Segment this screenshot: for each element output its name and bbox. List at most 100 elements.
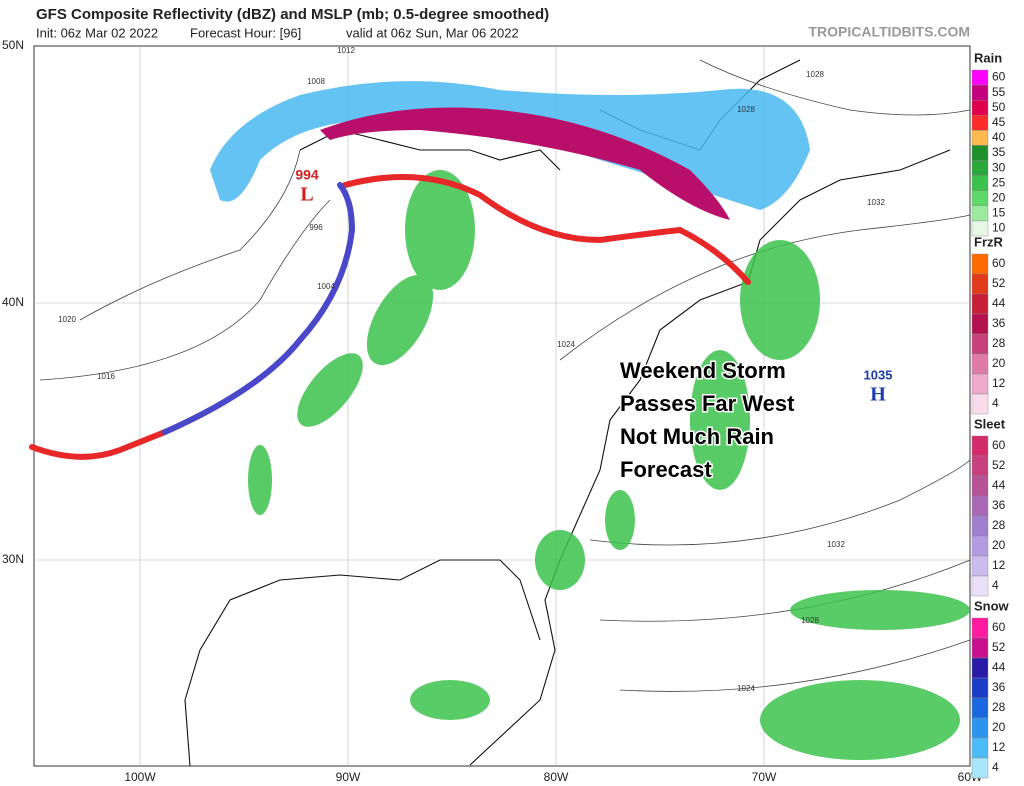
legend-title: Snow [974,598,1010,613]
legend-level: 4 [992,578,999,592]
legend-level: 12 [992,558,1006,572]
legend-swatch [971,293,989,315]
grid-lines [34,46,970,766]
legend-level: 52 [992,276,1006,290]
legend-level: 15 [992,206,1006,220]
map [29,45,971,767]
legend-swatch [971,313,989,335]
legend-level: 45 [992,115,1006,129]
legend-swatch [971,273,989,295]
legend-level: 60 [992,620,1006,634]
legend-level: 12 [992,376,1006,390]
fronts [29,174,751,460]
legend-swatch [971,515,989,537]
forecast-hour: Forecast Hour: [96] [190,25,301,40]
legend-level: 60 [992,256,1006,270]
isobar-label: 1020 [58,315,76,324]
isobars [39,59,971,692]
isobar-label: 1004 [317,282,335,291]
legend-level: 36 [992,680,1006,694]
legend-level: 50 [992,100,1006,114]
source: TROPICALTIDBITS.COM [808,24,970,40]
legend-level: 60 [992,438,1006,452]
annotation-line: Weekend Storm [620,358,786,383]
legend-swatch [971,455,989,477]
isobar-label: 1008 [307,77,325,86]
legend-level: 44 [992,296,1006,310]
latitude-label: 40N [2,295,24,309]
legend-swatch [971,220,989,237]
legend-level: 35 [992,145,1006,159]
longitude-label: 70W [752,770,777,784]
legend-title: FrzR [974,234,1004,249]
legend-level: 4 [992,396,999,410]
annotation-line: Passes Far West [620,391,795,416]
legend-swatch [971,717,989,739]
longitude-label: 100W [124,770,156,784]
legend-swatch [971,393,989,415]
legend-level: 40 [992,130,1006,144]
map-frame [33,45,971,767]
valid-time: valid at 06z Sun, Mar 06 2022 [346,25,519,40]
legend-level: 30 [992,160,1006,174]
legend-level: 55 [992,85,1006,99]
legend-swatch [971,657,989,679]
legend-swatch [971,535,989,557]
legend-swatch [971,205,989,222]
legend-swatch [971,69,989,86]
legend-title: Sleet [974,416,1006,431]
legend-swatch [971,145,989,161]
legend-level: 10 [992,221,1006,235]
legend-swatch [971,637,989,659]
legend-level: 20 [992,720,1006,734]
title: GFS Composite Reflectivity (dBZ) and MSL… [36,6,549,23]
legend-swatch [971,253,989,275]
legend-level: 28 [992,336,1006,350]
legend-swatch [971,697,989,719]
legend-swatch [971,99,989,116]
legend-swatch [971,84,989,101]
legend-level: 44 [992,478,1006,492]
pressure-value: 1035 [864,367,893,382]
longitude-label: 80W [544,770,569,784]
legend-level: 52 [992,640,1006,654]
isobar-label: 1024 [737,684,755,693]
isobar-label: 1028 [806,70,824,79]
isobar-label: 1028 [737,105,755,114]
legend-level: 25 [992,175,1006,189]
legend-level: 60 [992,70,1006,84]
isobar-label: 1016 [97,372,115,381]
longitude-label: 90W [336,770,361,784]
legend-swatch [971,737,989,759]
isobar-label: 1032 [867,198,885,207]
legend-swatch [971,757,989,779]
isobar-label: 996 [309,223,323,232]
legend-swatch [971,160,989,176]
isobar-label: 1032 [827,540,845,549]
legend-title: Rain [974,50,1002,65]
legend-level: 28 [992,700,1006,714]
init: Init: 06z Mar 02 2022 [36,25,158,40]
legend-swatch [971,130,989,146]
legend-swatch [971,617,989,639]
legend-level: 20 [992,190,1006,204]
annotation-line: Forecast [620,457,712,482]
legend-swatch [971,575,989,597]
legend-level: 36 [992,498,1006,512]
latitude-label: 30N [2,552,24,566]
legend-swatch [971,475,989,497]
annotation-line: Not Much Rain [620,424,774,449]
isobar-label: 1012 [337,46,355,55]
legend-level: 36 [992,316,1006,330]
latitude-label: 50N [2,38,24,52]
isobar-label: 1028 [801,616,819,625]
mix-band [320,107,730,220]
legend-swatch [971,333,989,355]
legend-swatch [971,190,989,207]
legend-swatch [971,435,989,457]
legend-level: 20 [992,538,1006,552]
pressure-symbol: L [300,184,313,206]
isobar-label: 1024 [557,340,575,349]
legend-level: 12 [992,740,1006,754]
legend-level: 44 [992,660,1006,674]
